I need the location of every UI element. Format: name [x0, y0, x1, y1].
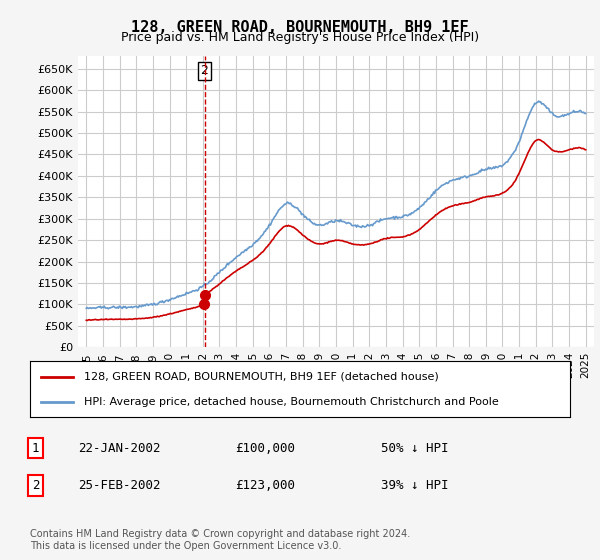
- Text: 2: 2: [200, 64, 208, 77]
- Text: 128, GREEN ROAD, BOURNEMOUTH, BH9 1EF (detached house): 128, GREEN ROAD, BOURNEMOUTH, BH9 1EF (d…: [84, 372, 439, 382]
- Text: HPI: Average price, detached house, Bournemouth Christchurch and Poole: HPI: Average price, detached house, Bour…: [84, 396, 499, 407]
- Text: £100,000: £100,000: [235, 441, 295, 455]
- Text: 2: 2: [32, 479, 39, 492]
- Text: 128, GREEN ROAD, BOURNEMOUTH, BH9 1EF: 128, GREEN ROAD, BOURNEMOUTH, BH9 1EF: [131, 20, 469, 35]
- Text: Price paid vs. HM Land Registry's House Price Index (HPI): Price paid vs. HM Land Registry's House …: [121, 31, 479, 44]
- Text: 50% ↓ HPI: 50% ↓ HPI: [381, 441, 449, 455]
- Text: 25-FEB-2002: 25-FEB-2002: [79, 479, 161, 492]
- Text: 1: 1: [32, 441, 39, 455]
- Text: Contains HM Land Registry data © Crown copyright and database right 2024.
This d: Contains HM Land Registry data © Crown c…: [30, 529, 410, 551]
- Text: £123,000: £123,000: [235, 479, 295, 492]
- Text: 22-JAN-2002: 22-JAN-2002: [79, 441, 161, 455]
- Text: 39% ↓ HPI: 39% ↓ HPI: [381, 479, 449, 492]
